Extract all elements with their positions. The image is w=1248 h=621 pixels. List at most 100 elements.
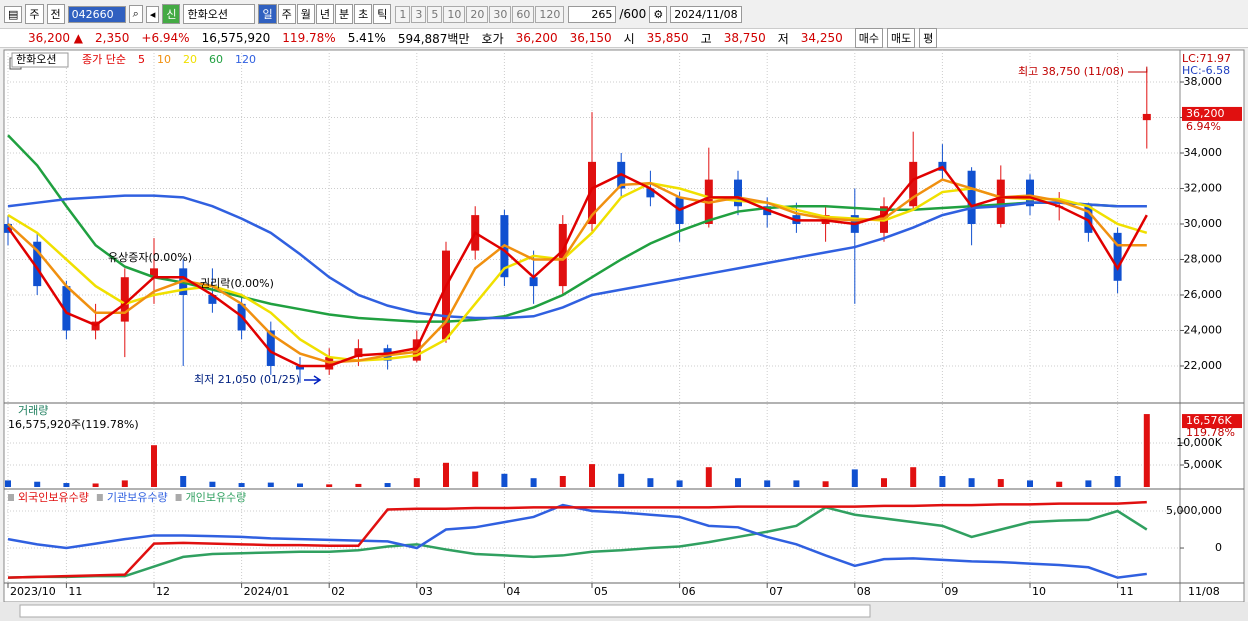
volume-bar	[472, 471, 479, 487]
unit-button[interactable]: 분	[334, 4, 354, 24]
x-tick-label: 11	[1120, 585, 1134, 598]
volume-bar	[881, 478, 887, 487]
sound[interactable]: ◂	[145, 5, 160, 23]
legend-entry: 외국인보유수량	[18, 491, 89, 504]
minute-button[interactable]: 20	[466, 5, 489, 23]
event-label: 유상증자(0.00%)	[108, 251, 192, 264]
volume-bar	[530, 478, 537, 487]
series-line	[6, 165, 1148, 368]
unit-button[interactable]: 일	[258, 4, 277, 24]
candle-body	[354, 348, 363, 358]
volume-bar	[92, 483, 99, 487]
volume-bar	[1114, 475, 1121, 487]
x-tick-label: 04	[506, 585, 520, 598]
last-box	[1182, 414, 1242, 429]
volume-bar	[34, 481, 41, 487]
candle-body	[62, 286, 71, 331]
period[interactable]: 주	[25, 4, 44, 24]
ask: 36,200	[515, 31, 558, 45]
x-tick-label: 11	[68, 585, 82, 598]
volume-bar	[238, 483, 245, 487]
bid: 36,150	[569, 31, 612, 45]
high: 38,750	[723, 31, 766, 45]
volume-bar	[5, 480, 11, 487]
volume-bar	[443, 462, 449, 487]
y-tick-label: 28,000	[1184, 252, 1223, 265]
volume: 16,575,920	[201, 31, 271, 45]
unit-button[interactable]: 틱	[373, 4, 392, 24]
series-line	[7, 500, 1147, 579]
minute-button[interactable]: 1	[395, 5, 411, 23]
series-line	[7, 505, 1148, 579]
icon[interactable]: ▤	[4, 5, 23, 23]
candle-body	[909, 161, 918, 207]
tools[interactable]: ⚙	[649, 5, 668, 23]
vol-ratio: 119.78%	[282, 31, 336, 45]
unit-button[interactable]: 월	[296, 4, 315, 24]
label: 고	[700, 31, 712, 46]
y-tick-label: 30,000	[1184, 217, 1223, 230]
candle-body	[646, 188, 655, 198]
amount: 594,887백만	[397, 31, 470, 46]
candle-body	[734, 179, 742, 207]
minute-button[interactable]: 3	[411, 5, 427, 23]
legend-entry: 10	[157, 53, 171, 66]
minute-button[interactable]: 5	[427, 5, 443, 23]
y-tick-label: 10,000K	[1176, 436, 1222, 449]
count[interactable]: 265	[568, 5, 617, 23]
y-tick-label: 0	[1215, 541, 1222, 554]
volume-bar	[180, 475, 187, 487]
change: 2,350	[95, 31, 130, 45]
x-tick-label: 12	[156, 585, 170, 598]
x-tick-label: 06	[682, 585, 696, 598]
candle-body	[1026, 179, 1034, 207]
search[interactable]: ⌕	[128, 5, 143, 23]
price: 36,200 ▲	[28, 31, 84, 45]
volume-bar	[764, 480, 771, 487]
y-tick-label: 5,000K	[1183, 458, 1222, 471]
volume-bar	[705, 467, 712, 487]
volume-bar	[151, 445, 157, 487]
volume-bar	[1143, 414, 1150, 487]
panel-subtitle: 16,575,920주(119.78%)	[8, 418, 139, 431]
low-arrow	[304, 375, 322, 385]
candle-body	[967, 170, 976, 224]
buy-button[interactable]: 매수	[854, 28, 884, 48]
last-label: 36,200	[1186, 107, 1225, 120]
date[interactable]: 2024/11/08	[670, 5, 742, 23]
high-arrow	[1128, 66, 1148, 73]
minute-button[interactable]: 60	[512, 5, 535, 23]
panel-title: 거래량	[18, 404, 48, 417]
legend-box	[11, 52, 69, 68]
badge: 신	[162, 4, 181, 24]
legend-entry: 20	[183, 53, 197, 66]
stock-name: 한화오션	[183, 4, 256, 24]
sell-button[interactable]: 매도	[887, 28, 916, 48]
avg-button[interactable]: 평	[919, 28, 938, 48]
unit-button[interactable]: 년	[315, 4, 334, 24]
event-label: 권리락(0.00%)	[200, 277, 274, 290]
volume-bar	[501, 473, 508, 487]
unit-button[interactable]: 초	[354, 4, 373, 24]
axis-bg	[1179, 49, 1245, 603]
legend-entry: 개인보유수량	[186, 491, 247, 504]
minute-button[interactable]: 30	[489, 5, 512, 23]
x-tick-label: 08	[857, 585, 871, 598]
range[interactable]: 전	[46, 4, 65, 24]
candle-body	[208, 294, 217, 304]
stock-label: 한화오션	[16, 53, 56, 66]
minute-button[interactable]: 10	[443, 5, 466, 23]
series-line	[7, 194, 1147, 320]
minute-button[interactable]: 120	[535, 5, 565, 23]
y-tick-label: 34,000	[1184, 146, 1223, 159]
volume-bar	[1085, 480, 1092, 487]
candle-body	[996, 179, 1005, 224]
candle-body	[1142, 113, 1151, 121]
volume-bar	[1027, 480, 1033, 487]
unit-button[interactable]: 주	[277, 4, 296, 24]
volume-bar	[851, 469, 858, 487]
code-input[interactable]: 042660	[67, 5, 126, 23]
scroll-track[interactable]	[19, 604, 871, 618]
